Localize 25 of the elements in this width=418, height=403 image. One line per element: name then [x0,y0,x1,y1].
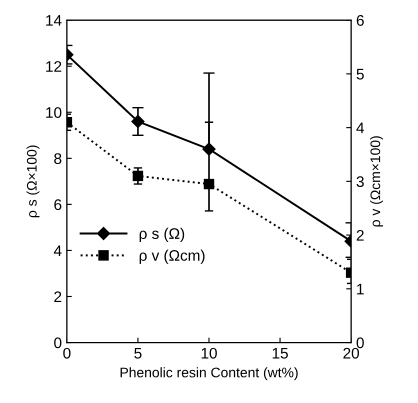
y-tick-label: 6 [54,199,62,210]
y-tick-label: 14 [46,15,62,26]
y-tick-label: 0 [54,337,62,348]
y-tick-label: 12 [46,61,62,72]
x-axis-title: Phenolic resin Content (wt%) [120,367,298,380]
y2-tick-label: 1 [357,284,364,294]
y2-axis-title: ρ v (Ωcm×100) [370,136,383,226]
x-tick-label: 0 [63,348,71,359]
y2-tick-label: 4 [356,122,364,134]
y2-tick-label: 3 [356,176,364,188]
y2-tick-label: 5 [356,68,364,80]
y-tick-label: 8 [54,153,62,164]
y2-tick-label: 0 [356,337,364,348]
x-tick-label: 15 [272,348,288,359]
y2-tick-label: 2 [356,230,364,241]
y-tick-label: 4 [54,245,62,256]
x-tick-label: 20 [343,348,360,359]
y-axis-title: ρ s (Ω×100) [26,145,40,218]
x-tick-label: 10 [202,348,217,359]
y-tick-label: 10 [46,107,62,118]
y-tick-label: 2 [54,291,62,302]
x-tick-label: 5 [134,348,142,359]
legend-label: ρ s (Ω) [140,228,184,242]
legend-label: ρ v (Ωcm) [140,250,205,264]
y2-tick-label: 6 [356,15,364,26]
